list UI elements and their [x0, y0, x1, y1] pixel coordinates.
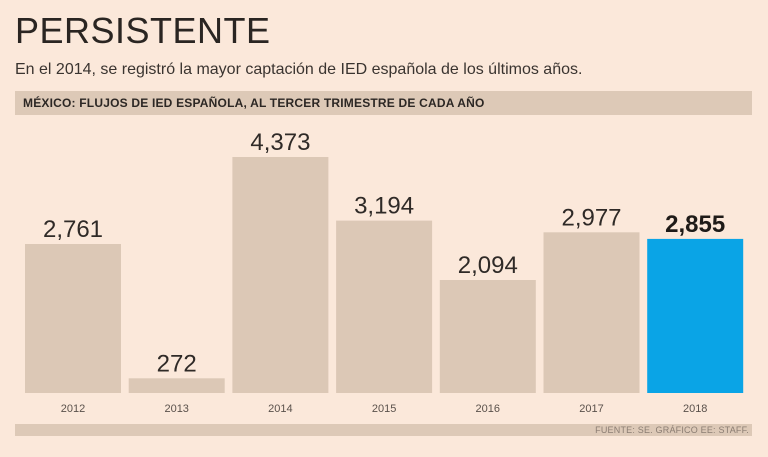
- value-label-2015: 3,194: [354, 193, 414, 220]
- category-label-2012: 2012: [61, 403, 85, 415]
- bar-2012: [25, 244, 121, 393]
- bar-2018: [647, 238, 744, 393]
- footer-band: FUENTE: SE. GRÁFICO EE: STAFF.: [15, 424, 752, 436]
- category-label-2013: 2013: [164, 403, 188, 415]
- chart-title-band: MÉXICO: FLUJOS DE IED ESPAÑOLA, AL TERCE…: [15, 91, 752, 115]
- value-label-2017: 2,977: [561, 204, 621, 231]
- value-label-2012: 2,761: [43, 216, 103, 243]
- bar-2013: [128, 378, 225, 393]
- bar-2017: [543, 232, 640, 393]
- source-note: FUENTE: SE. GRÁFICO EE: STAFF.: [595, 425, 749, 435]
- category-label-2014: 2014: [268, 403, 292, 415]
- value-label-2013: 272: [157, 350, 197, 377]
- page-subtitle: En el 2014, se registró la mayor captaci…: [15, 61, 583, 78]
- chart-title: MÉXICO: FLUJOS DE IED ESPAÑOLA, AL TERCE…: [23, 96, 485, 110]
- value-label-2016: 2,094: [458, 252, 518, 279]
- category-label-2016: 2016: [476, 403, 500, 415]
- bar-2015: [336, 220, 433, 393]
- bar-2014: [232, 157, 329, 393]
- value-label-2018: 2,855: [665, 211, 725, 238]
- page-title: PERSISTENTE: [15, 10, 271, 51]
- category-label-2015: 2015: [372, 403, 396, 415]
- category-label-2017: 2017: [579, 403, 603, 415]
- value-label-2014: 4,373: [250, 129, 310, 156]
- category-label-2018: 2018: [683, 403, 707, 415]
- bar-2016: [439, 280, 536, 393]
